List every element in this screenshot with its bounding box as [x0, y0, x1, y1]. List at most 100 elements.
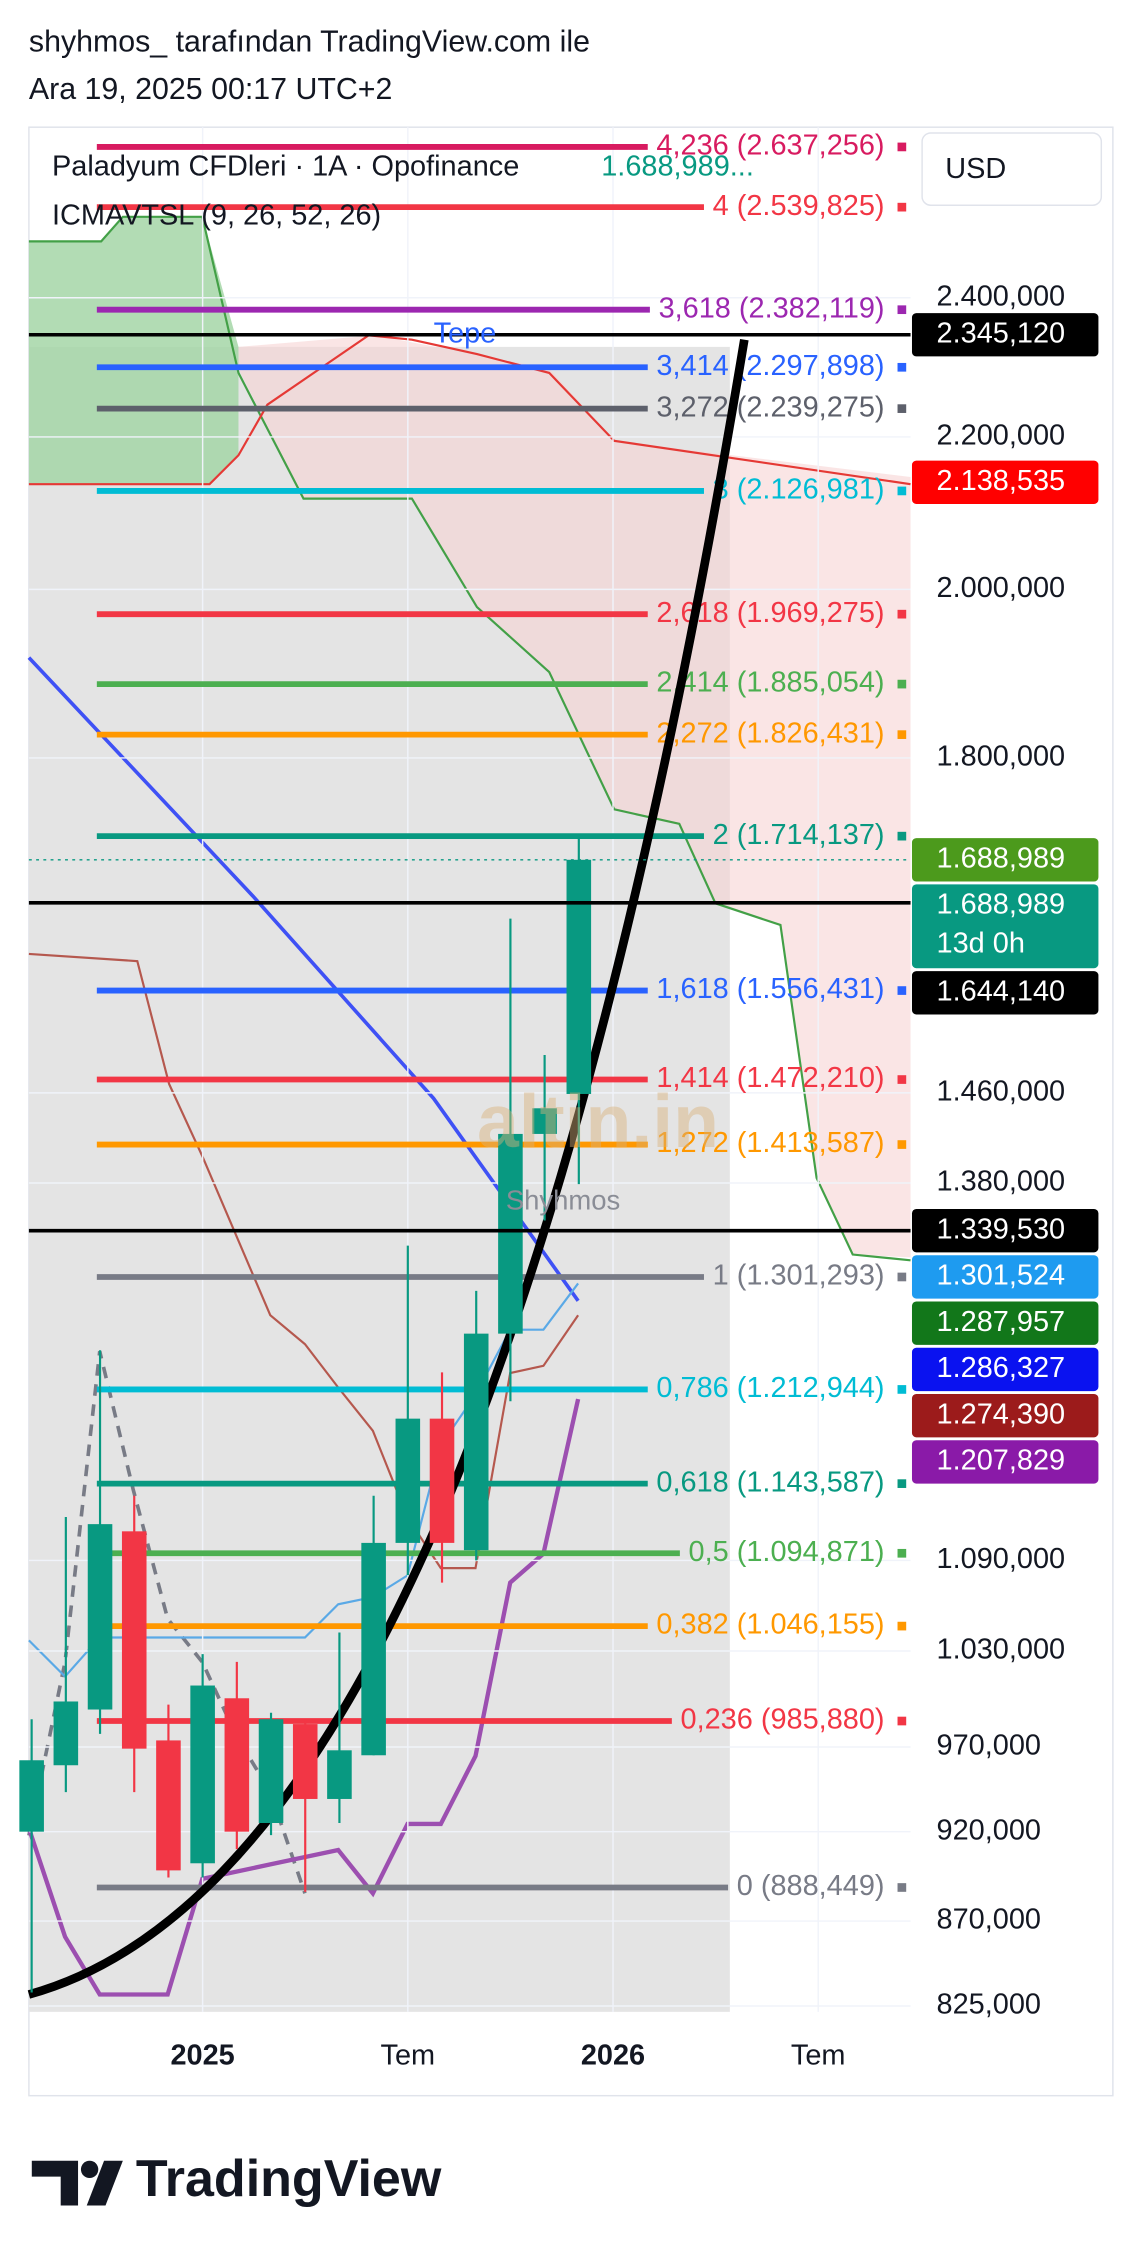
- y-tick-label: 1.380,000: [937, 1166, 1066, 1198]
- price-badge: [911, 1440, 1099, 1484]
- y-tick-label: 970,000: [937, 1730, 1041, 1762]
- currency-button[interactable]: [921, 132, 1103, 206]
- author-line: shyhmos_ tarafından TradingView.com ile: [29, 25, 590, 58]
- fib-marker: [897, 1479, 907, 1488]
- candle-body: [327, 1750, 352, 1799]
- candle-body: [463, 1333, 489, 1551]
- candle-body: [258, 1719, 284, 1823]
- y-tick-label: 2.400,000: [937, 280, 1066, 312]
- fib-label: 2,414 (1.885,054): [656, 667, 884, 699]
- curve: [27, 338, 749, 1999]
- price-badge-label: 1.274,390: [937, 1398, 1066, 1430]
- fib-marker: [897, 986, 907, 995]
- fib-marker: [897, 679, 907, 689]
- fib-label: 1 (1.301,293): [713, 1260, 885, 1292]
- candle-body: [87, 1524, 113, 1710]
- logo-mark: [86, 2160, 123, 2206]
- fib-marker: [897, 1385, 907, 1394]
- watermark-logo: altin.in: [477, 1079, 719, 1163]
- fib-label: 0,236 (985,880): [681, 1704, 885, 1736]
- fib-marker: [897, 730, 907, 739]
- price-badge-label: 1.207,829: [937, 1445, 1066, 1477]
- fib-marker: [897, 142, 907, 152]
- price-badge-sublabel: 13d 0h: [937, 928, 1025, 960]
- fib-label: 2 (1.714,137): [713, 819, 885, 851]
- price-badge-label: 1.287,957: [937, 1306, 1066, 1338]
- fib-label: 2,272 (1.826,431): [656, 717, 884, 749]
- y-tick-label: 870,000: [937, 1904, 1041, 1936]
- candle-body: [19, 1760, 44, 1832]
- x-tick-label: Tem: [381, 2039, 436, 2071]
- y-tick-label: 2.200,000: [937, 420, 1066, 452]
- price-badge-label: 1.286,327: [937, 1352, 1066, 1384]
- fib-marker: [897, 1621, 907, 1631]
- fib-label: 0,786 (1.212,944): [656, 1372, 884, 1404]
- annotation: Tepe: [434, 317, 497, 349]
- y-tick-label: 920,000: [937, 1814, 1041, 1846]
- price-badges: 2.345,120 2.138,535 1.688,989 1.688,989 13d …: [28, 313, 1099, 1484]
- price-badge-label: 1.644,140: [937, 975, 1066, 1007]
- legend-symbol: Paladyum CFDleri · 1A · Opofinance: [52, 150, 519, 182]
- fib-marker: [897, 1075, 907, 1084]
- logo-mark: [31, 2160, 79, 2206]
- currency-label[interactable]: USD: [945, 153, 1006, 185]
- fib-label: 0 (888,449): [737, 1870, 885, 1902]
- price-badge: [911, 884, 1099, 969]
- candle-body: [498, 1133, 523, 1334]
- price-badge-label: 1.688,989: [937, 842, 1066, 874]
- logo-mark: [80, 2160, 99, 2179]
- fib-label: 0,382 (1.046,155): [656, 1609, 884, 1641]
- base-line: [28, 952, 580, 1570]
- fib-label: 1,618 (1.556,431): [656, 973, 884, 1005]
- candle-body: [190, 1685, 215, 1864]
- fib-marker: [897, 362, 907, 372]
- price-badge-label: 1.688,989: [937, 889, 1066, 921]
- candle-body: [121, 1531, 147, 1749]
- legend-price: 1.688,989...: [601, 150, 754, 182]
- price-badge-label: 1.339,530: [937, 1213, 1066, 1245]
- fib-label: 0,5 (1.094,871): [689, 1536, 885, 1568]
- legend-indicator: ICMAVTSL (9, 26, 52, 26): [52, 199, 381, 231]
- price-badge: [911, 838, 1099, 882]
- brand-logo: [31, 2160, 123, 2206]
- fib-label: 4 (2.539,825): [713, 190, 885, 222]
- price-badge-label: 1.301,524: [937, 1260, 1066, 1292]
- fib-label: 3,272 (2.239,275): [656, 391, 884, 423]
- fib-marker: [897, 1272, 907, 1282]
- fib-label: 3,414 (2.297,898): [656, 350, 884, 382]
- cloud-green: [28, 216, 239, 485]
- price-badge: [911, 313, 1099, 357]
- price-badge-label: 2.138,535: [937, 465, 1066, 497]
- y-tick-label: 1.090,000: [937, 1543, 1066, 1575]
- y-tick-label: 825,000: [937, 1989, 1041, 2021]
- candle-body: [532, 1108, 557, 1134]
- price-badge-label: 2.345,120: [937, 317, 1066, 349]
- candles: [19, 838, 592, 1993]
- fib-marker: [897, 202, 907, 212]
- candle-body: [292, 1724, 318, 1799]
- candle-body: [224, 1698, 250, 1832]
- candle-body: [395, 1418, 421, 1543]
- price-badge: [911, 1347, 1099, 1392]
- fib-label: 3,618 (2.382,119): [659, 292, 885, 324]
- brand-name: TradingView: [136, 2150, 442, 2208]
- x-tick-label: Tem: [791, 2039, 846, 2071]
- y-tick-label: 1.800,000: [937, 741, 1066, 773]
- fib-marker: [897, 404, 907, 413]
- fib-label: 1,272 (1.413,587): [656, 1127, 884, 1159]
- fib-label: 3 (2.126,981): [713, 474, 885, 506]
- candle-body: [156, 1740, 181, 1871]
- x-tick-label: 2026: [581, 2039, 645, 2071]
- fib-label: 0,618 (1.143,587): [656, 1466, 884, 1498]
- fib-label: 1,414 (1.472,210): [656, 1062, 884, 1094]
- y-tick-label: 2.000,000: [937, 572, 1066, 604]
- price-badge: [911, 1255, 1099, 1299]
- fib-marker: [897, 1548, 907, 1558]
- price-badge: [911, 1208, 1099, 1253]
- span-line: [28, 215, 911, 1262]
- y-tick-label: 1.030,000: [937, 1634, 1066, 1666]
- candle-body: [566, 859, 592, 1094]
- price-badge: [911, 1393, 1099, 1438]
